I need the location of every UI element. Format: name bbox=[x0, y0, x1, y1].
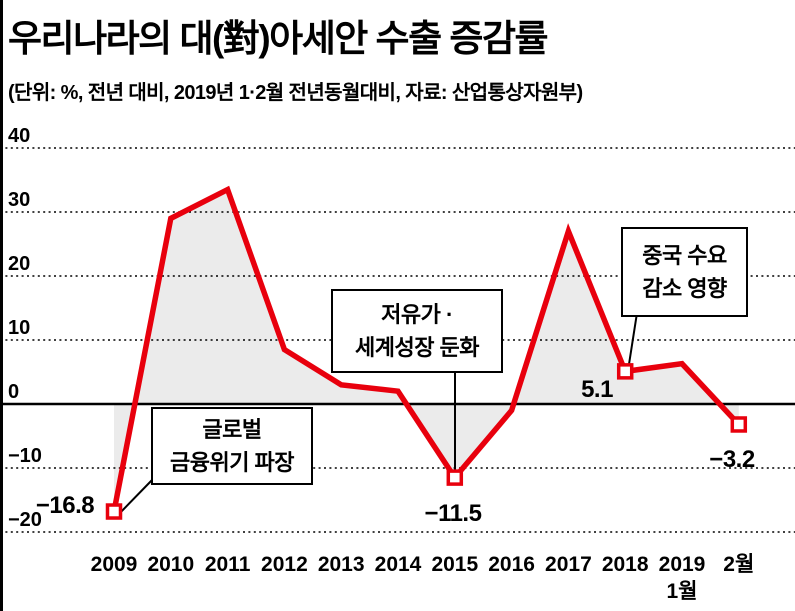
annotation-text-line: 금융위기 파장 bbox=[169, 450, 295, 475]
data-marker bbox=[105, 503, 123, 520]
annotation-connector bbox=[116, 478, 154, 517]
x-tick-label: 2012 bbox=[261, 553, 308, 576]
y-tick-label: 30 bbox=[8, 189, 30, 211]
trend-line bbox=[110, 185, 743, 515]
data-marker bbox=[616, 363, 634, 380]
data-marker bbox=[446, 469, 464, 486]
annotation-text-line: 저유가 · bbox=[381, 302, 453, 327]
chart-subtitle: (단위: %, 전년 대비, 2019년 1·2월 전년동월대비, 자료: 산업… bbox=[8, 82, 583, 104]
value-label-2009: −16.8 bbox=[35, 492, 95, 519]
x-tick-label: 2014 bbox=[375, 553, 422, 576]
x-tick-label: 2011 bbox=[205, 553, 251, 576]
y-tick-label: 10 bbox=[8, 317, 30, 339]
y-tick-label: 20 bbox=[8, 253, 30, 275]
x-tick-sub-label: 1월 bbox=[667, 580, 698, 603]
annotation-china-demand-drop: 중국 수요 감소 영향 bbox=[621, 227, 748, 317]
value-label-2019-feb: −3.2 bbox=[709, 446, 755, 473]
x-tick-label: 2010 bbox=[147, 553, 194, 576]
annotation-text-line: 감소 영향 bbox=[642, 276, 727, 301]
x-tick-label: 2009 bbox=[91, 553, 138, 576]
annotation-low-oil-slow-growth: 저유가 · 세계성장 둔화 bbox=[331, 289, 503, 373]
left-edge-rule bbox=[0, 0, 3, 611]
x-tick-label: 2013 bbox=[318, 553, 365, 576]
x-tick-label: 2017 bbox=[545, 553, 592, 576]
chart-title: 우리나라의 대(對)아세안 수출 증감률 bbox=[8, 18, 549, 59]
y-tick-label: −20 bbox=[8, 509, 42, 531]
x-tick-label: 2월 bbox=[723, 553, 754, 576]
value-label-2018: 5.1 bbox=[581, 376, 613, 403]
y-tick-label: 40 bbox=[8, 125, 30, 147]
annotation-text-line: 글로벌 bbox=[202, 417, 262, 442]
x-tick-label: 2015 bbox=[431, 553, 478, 576]
y-tick-label: −10 bbox=[8, 445, 42, 467]
x-tick-label: 2018 bbox=[602, 553, 649, 576]
y-tick-label: 0 bbox=[8, 381, 19, 403]
data-marker bbox=[730, 416, 748, 433]
annotation-text-line: 중국 수요 bbox=[642, 243, 727, 268]
value-label-2015: −11.5 bbox=[424, 500, 482, 527]
x-tick-label: 2019 bbox=[659, 553, 706, 576]
annotation-text-line: 세계성장 둔화 bbox=[354, 335, 480, 360]
x-tick-label: 2016 bbox=[488, 553, 535, 576]
annotation-global-financial-crisis: 글로벌 금융위기 파장 bbox=[151, 407, 313, 485]
